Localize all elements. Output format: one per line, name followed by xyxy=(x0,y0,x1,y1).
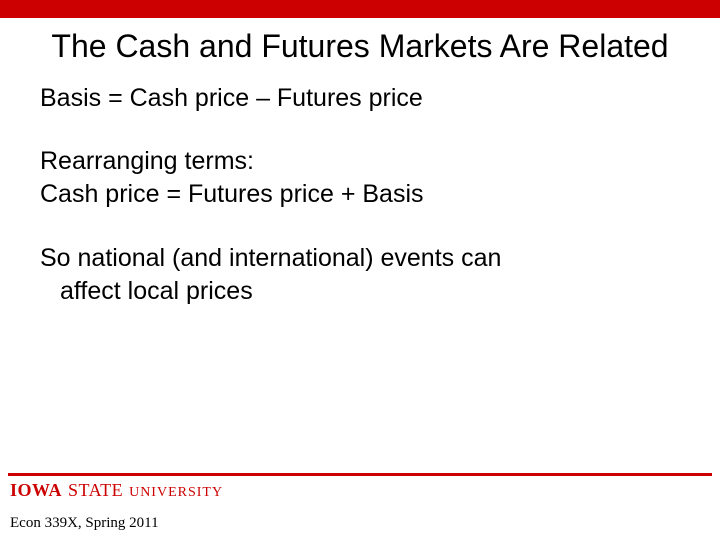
body-line-1: Basis = Cash price – Futures price xyxy=(40,83,680,114)
logo-text-university: UNIVERSITY xyxy=(129,485,223,501)
body-line-4: So national (and international) events c… xyxy=(40,243,680,274)
slide-title: The Cash and Futures Markets Are Related xyxy=(0,18,720,83)
body-line-5: affect local prices xyxy=(40,276,680,307)
course-label: Econ 339X, Spring 2011 xyxy=(0,513,720,540)
university-logo: IOWA STATE UNIVERSITY xyxy=(10,480,223,501)
logo-text-state: STATE xyxy=(68,480,123,501)
top-accent-bar xyxy=(0,0,720,18)
slide-footer: IOWA STATE UNIVERSITY Econ 339X, Spring … xyxy=(0,473,720,540)
footer-rule xyxy=(8,473,712,476)
body-line-3: Cash price = Futures price + Basis xyxy=(40,179,680,210)
logo-text-iowa: IOWA xyxy=(10,480,62,501)
slide-body: Basis = Cash price – Futures price Rearr… xyxy=(0,83,720,307)
body-line-2: Rearranging terms: xyxy=(40,146,680,177)
